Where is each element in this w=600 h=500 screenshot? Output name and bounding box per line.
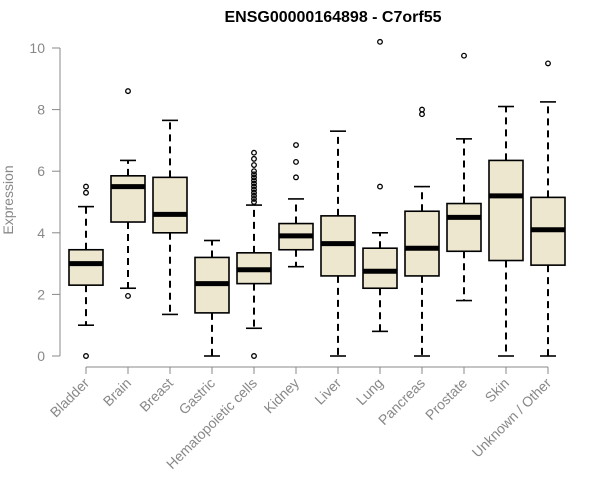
x-tick-label: Bladder — [47, 375, 93, 421]
outlier-point — [251, 195, 257, 202]
box — [110, 175, 146, 223]
box — [488, 159, 524, 262]
box — [152, 176, 188, 234]
y-tick-label: 6 — [37, 163, 45, 179]
outlier-point — [293, 142, 299, 148]
box-group — [110, 88, 146, 299]
outlier-point — [251, 192, 257, 199]
outlier-point — [83, 189, 89, 196]
box-group — [236, 149, 272, 359]
outlier-point — [251, 174, 257, 181]
y-tick-label: 2 — [37, 286, 45, 302]
outlier-point — [83, 353, 89, 359]
y-tick-label: 10 — [29, 40, 45, 56]
outlier-point — [251, 353, 257, 359]
outlier-point — [251, 162, 257, 168]
box — [68, 248, 104, 286]
x-tick-label: Breast — [136, 375, 176, 415]
outlier-point — [251, 183, 257, 190]
box-group — [278, 142, 314, 268]
outlier-point — [251, 199, 257, 205]
outlier-point — [251, 171, 257, 178]
outlier-point — [251, 186, 257, 193]
outlier-point — [251, 149, 257, 156]
outlier-point — [251, 155, 257, 162]
box-group — [404, 106, 440, 357]
x-tick-label: Brain — [100, 375, 134, 409]
y-tick-label: 4 — [37, 225, 45, 241]
outlier-point — [251, 189, 257, 196]
outlier-point — [419, 106, 425, 113]
box-group — [194, 239, 230, 357]
outlier-point — [251, 180, 257, 187]
box-group — [362, 38, 398, 333]
y-tick-label: 8 — [37, 102, 45, 118]
y-axis: 0 2 4 6 8 10 — [29, 40, 61, 364]
box-group — [320, 130, 356, 357]
outlier-point — [377, 183, 383, 190]
x-tick-label: Kidney — [261, 375, 303, 417]
x-tick-label: Pancreas — [375, 375, 428, 428]
outlier-point — [419, 111, 425, 118]
box-group — [68, 183, 104, 359]
outlier-point — [83, 183, 89, 190]
x-tick-label: Liver — [311, 375, 344, 408]
chart-title: ENSG00000164898 - C7orf55 — [224, 9, 441, 26]
outlier-point — [377, 38, 383, 45]
outlier-point — [293, 159, 299, 165]
box — [446, 202, 482, 253]
outlier-point — [251, 177, 257, 184]
x-tick-label: Unknown / Other — [469, 375, 555, 461]
x-tick-label: Skin — [482, 375, 513, 406]
y-tick-label: 0 — [37, 348, 45, 364]
outlier-point — [461, 52, 467, 59]
box-group — [488, 105, 524, 357]
outlier-point — [125, 292, 131, 299]
outlier-point — [545, 60, 551, 67]
y-axis-label: Expression — [0, 165, 16, 234]
box-group — [530, 60, 566, 357]
box — [404, 210, 440, 277]
outlier-point — [251, 168, 257, 175]
box-group — [152, 119, 188, 316]
box — [362, 247, 398, 290]
x-tick-label: Prostate — [422, 375, 470, 423]
box-group — [446, 52, 482, 302]
box-series — [68, 38, 566, 359]
x-tick-label: Lung — [353, 375, 386, 408]
outlier-point — [125, 88, 131, 95]
outlier-point — [293, 174, 299, 181]
